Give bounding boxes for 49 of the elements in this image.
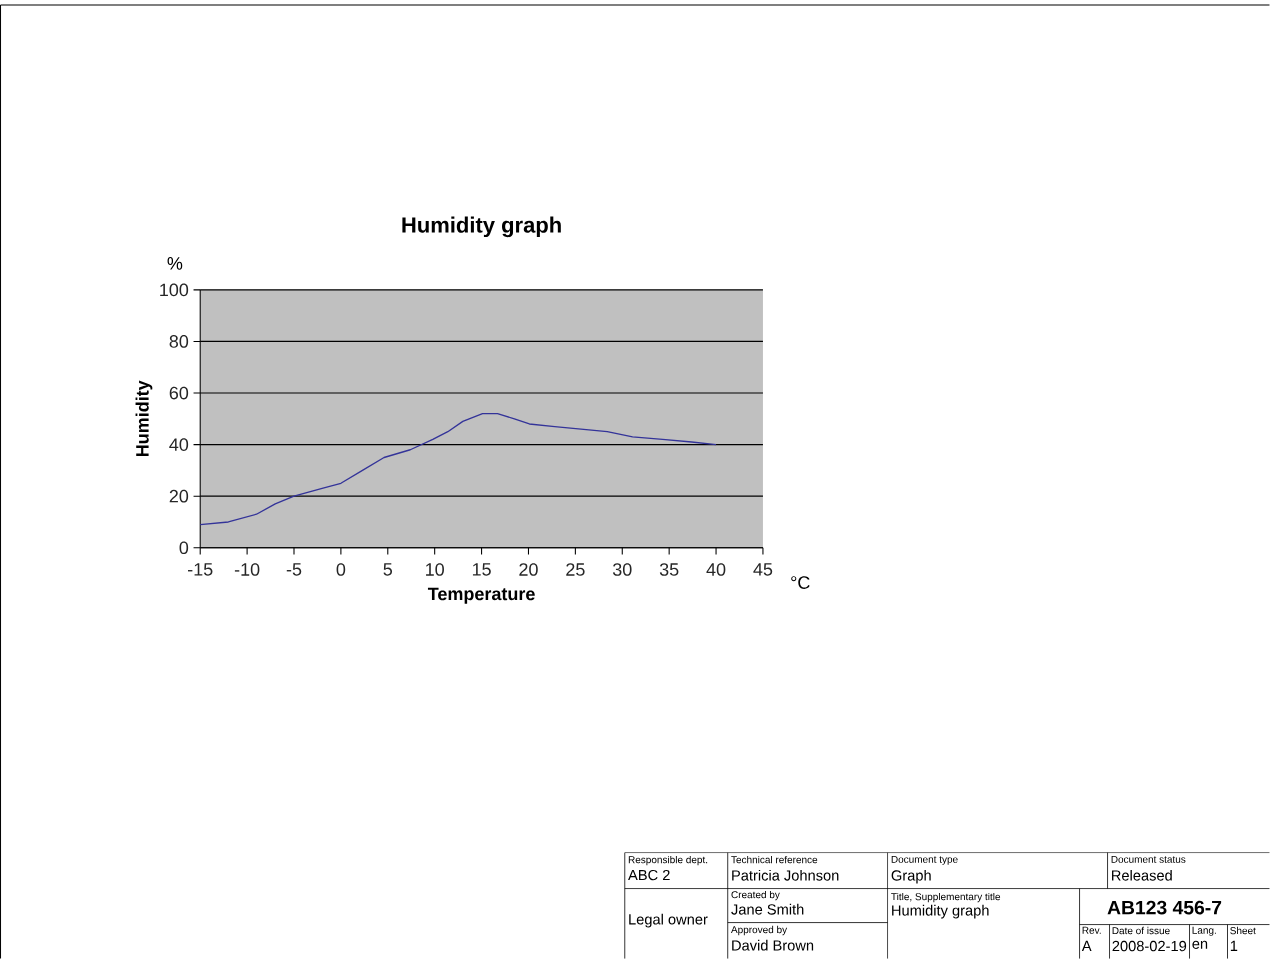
text: Approved by — [731, 925, 788, 936]
x-axis-title: Temperature — [427, 587, 535, 604]
line-series — [199, 412, 717, 526]
y-axis-title: Humidity — [135, 380, 153, 457]
text: Sheet — [1230, 926, 1256, 935]
text: Lang. — [1192, 926, 1216, 936]
text: Responsible dept. — [628, 855, 708, 866]
text: Date of issue — [1112, 926, 1170, 935]
text: Jane Smith — [731, 903, 804, 915]
text: en — [1192, 940, 1208, 949]
y-tick-label: 0 — [179, 541, 189, 555]
x-tick-label: -15 — [188, 563, 213, 576]
x-tick-label: 25 — [566, 563, 585, 576]
x-tick-label: 20 — [519, 563, 538, 576]
y-tick-label: 100 — [160, 283, 189, 297]
text: % — [167, 257, 183, 270]
x-tick-label: -10 — [234, 563, 260, 576]
text: 1 — [1230, 940, 1238, 951]
y-tick-label: 40 — [169, 438, 189, 451]
x-tick-label: 5 — [383, 563, 393, 576]
text: Graph — [891, 869, 931, 884]
y-tick-label: 60 — [169, 386, 189, 400]
x-tick-label: 0 — [336, 563, 346, 576]
text: Released — [1112, 869, 1172, 881]
text: Patricia Johnson — [732, 869, 839, 881]
text: Created by — [731, 890, 780, 901]
y-tick-label: 20 — [169, 489, 189, 503]
chart-title: Humidity graph — [402, 216, 561, 238]
x-tick-label: 45 — [753, 563, 773, 576]
text: Legal owner — [629, 913, 708, 928]
text: 2008-02-19 — [1112, 940, 1187, 952]
x-tick-label: 35 — [659, 563, 679, 576]
text: °C — [791, 576, 810, 589]
y-tick-label: 80 — [169, 335, 189, 348]
text: Humidity graph — [892, 904, 989, 919]
text: Document status — [1111, 855, 1186, 863]
x-tick-label: 15 — [472, 563, 491, 576]
text: Document type — [891, 855, 958, 865]
text: Technical reference — [731, 855, 818, 864]
text: David Brown — [732, 939, 814, 951]
x-tick-label: 10 — [426, 563, 444, 576]
x-tick-label: 30 — [612, 563, 632, 576]
text: AB123 456-7 — [1107, 900, 1222, 915]
text: A — [1081, 940, 1092, 951]
text: Title, Supplementary title — [891, 892, 1001, 903]
x-tick-label: -5 — [286, 563, 302, 576]
text: ABC 2 — [628, 869, 670, 881]
text: Rev. — [1082, 926, 1101, 934]
x-tick-label: 40 — [706, 563, 726, 576]
